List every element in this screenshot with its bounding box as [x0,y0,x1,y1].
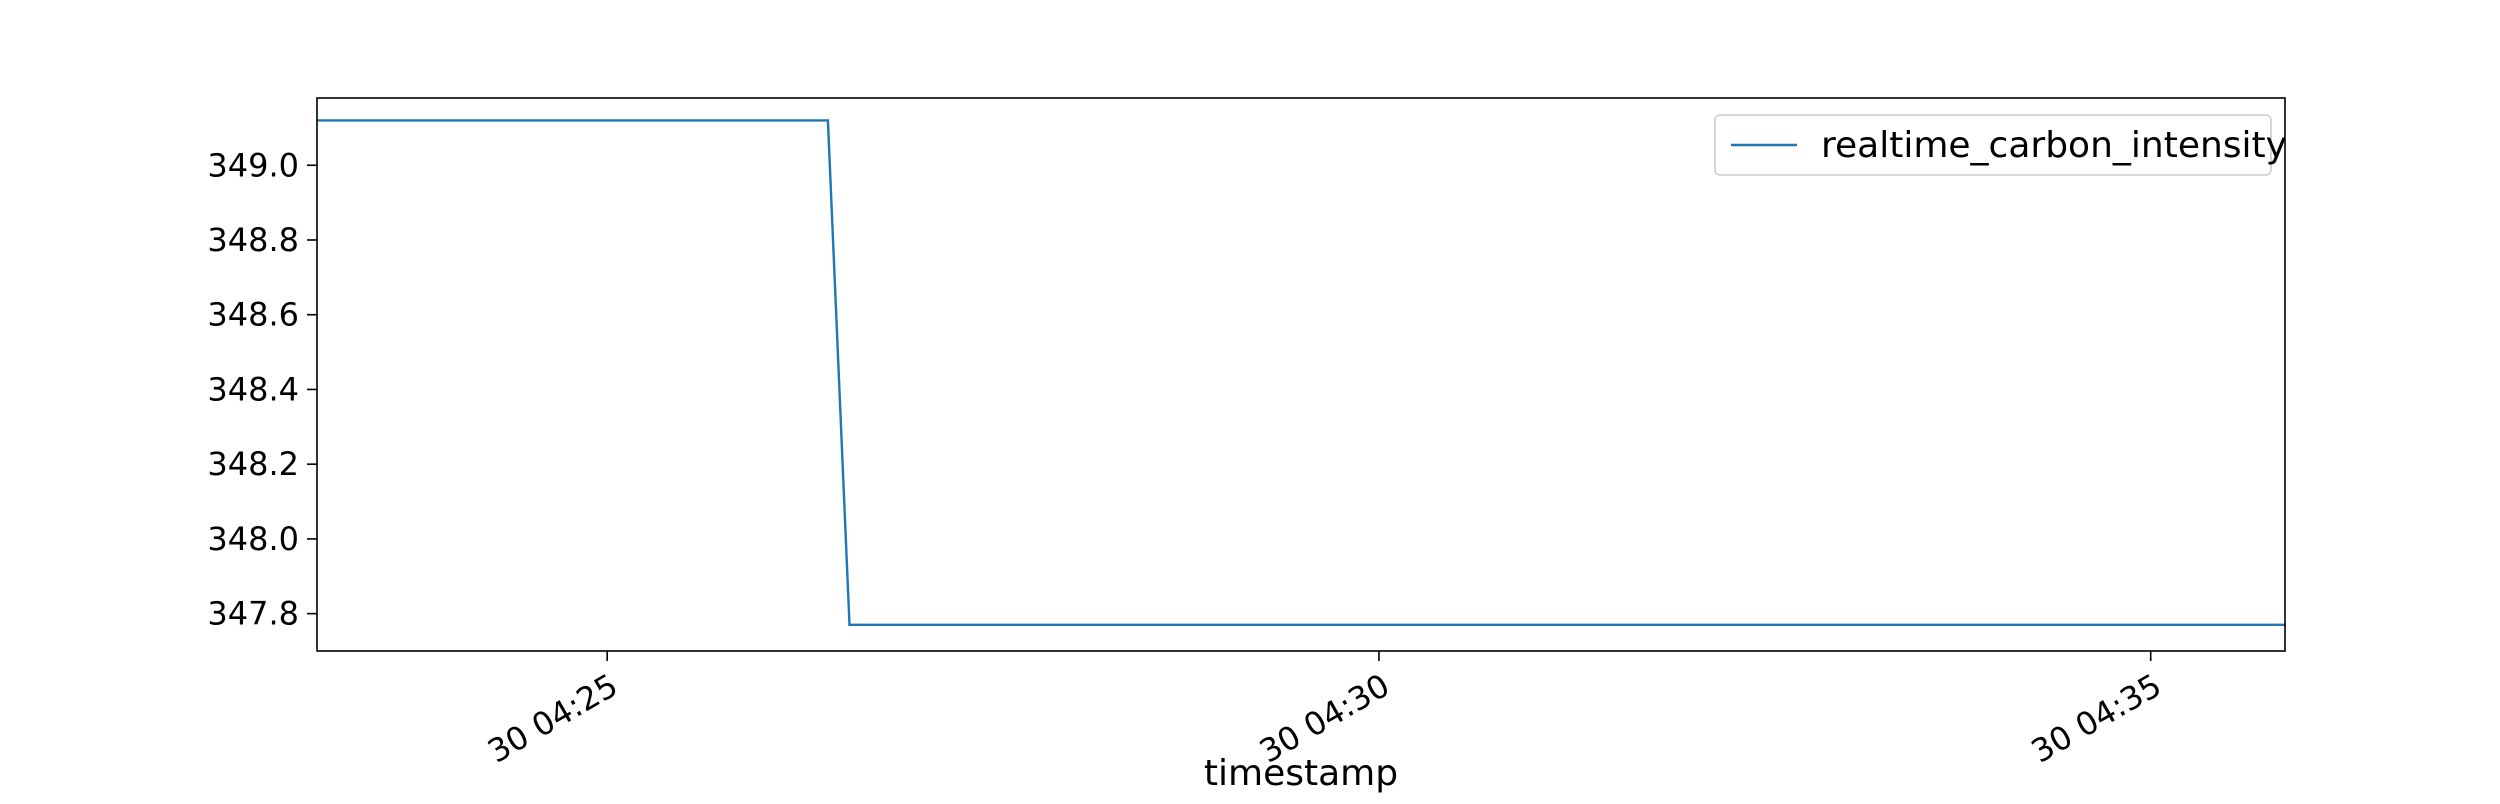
y-tick-label: 348.6 [207,296,299,334]
legend: realtime_carbon_intensity [1714,114,2287,176]
y-tick-label: 347.8 [207,595,299,633]
legend-box [1714,114,2272,176]
series-layer [317,119,2285,626]
y-axis-ticks: 347.8 348.0 348.2 348.4 348.6 348.8 349.0 [207,146,317,633]
plot-frame [316,97,2286,652]
x-axis-label: timestamp [1204,753,1398,794]
legend-entry-label: realtime_carbon_intensity [1821,125,2287,166]
y-tick-label: 348.2 [207,445,299,483]
y-tick-label: 348.8 [207,221,299,259]
y-tick-label: 349.0 [207,146,299,184]
y-tick-label: 348.0 [207,520,299,558]
y-tick-label: 348.4 [207,370,299,408]
series-line-realtime-carbon-intensity [317,119,2285,626]
